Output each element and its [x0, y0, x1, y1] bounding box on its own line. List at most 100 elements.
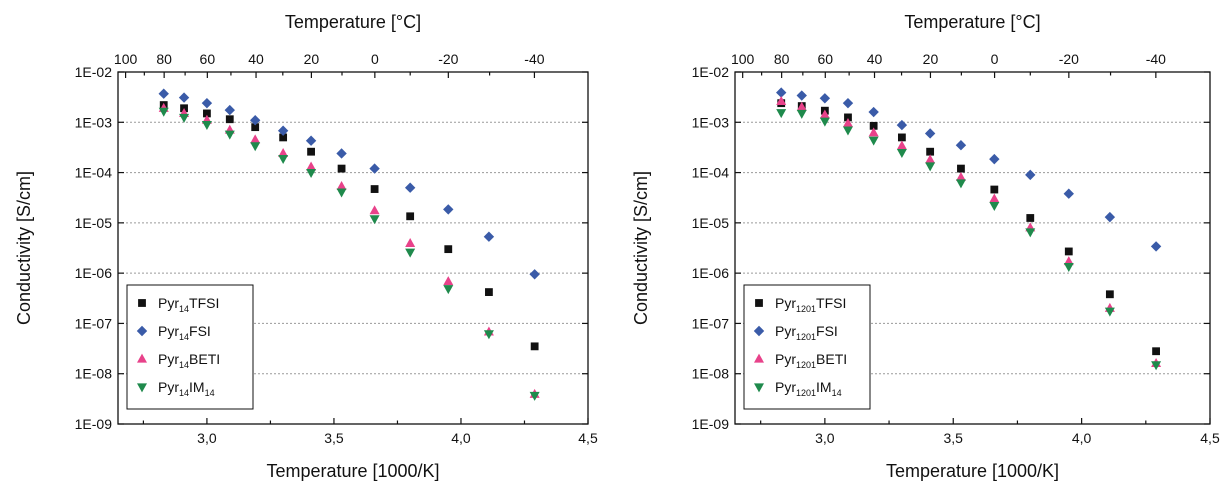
- data-point: [203, 109, 211, 118]
- y-axis-title: Conductivity [S/cm]: [631, 171, 651, 325]
- x2-tick-label: 100: [731, 51, 755, 67]
- x2-tick-label: 80: [774, 51, 790, 67]
- x2-tick-label: 80: [156, 51, 172, 67]
- x2-tick-label: 40: [248, 51, 264, 67]
- y-tick-label: 1E-03: [692, 114, 730, 130]
- data-point: [369, 205, 380, 215]
- data-point: [1064, 247, 1073, 256]
- data-point: [369, 215, 380, 225]
- legend: Pyr1201TFSI Pyr1201FSI Pyr1201BETI Pyr1201I…: [743, 284, 871, 410]
- data-point: [404, 182, 416, 193]
- data-point: [842, 97, 854, 109]
- x-axis-title: Temperature [1000/K]: [886, 461, 1059, 481]
- data-point: [225, 115, 234, 124]
- y-tick-label: 1E-02: [75, 64, 113, 80]
- legend-marker: [138, 299, 146, 307]
- data-point: [529, 269, 540, 280]
- legend-box: [743, 284, 871, 410]
- data-point: [896, 140, 907, 150]
- x2-tick-label: 40: [867, 51, 883, 67]
- data-point: [955, 172, 966, 182]
- x-tick-label: 4,0: [451, 430, 471, 446]
- data-point: [776, 109, 787, 119]
- y-tick-label: 1E-08: [692, 366, 730, 382]
- legend-label: Pyr14TFSI: [158, 295, 219, 314]
- y-tick-label: 1E-04: [75, 165, 113, 181]
- data-point: [819, 117, 830, 127]
- legend-marker: [753, 325, 765, 337]
- data-point: [279, 133, 288, 142]
- data-point: [277, 125, 289, 136]
- y-tick-label: 1E-06: [692, 265, 730, 281]
- data-point: [1063, 256, 1074, 266]
- data-point: [249, 115, 261, 126]
- legend-label: Pyr1201IM14: [775, 379, 842, 398]
- data-point: [336, 188, 347, 198]
- data-point: [251, 123, 260, 132]
- x-tick-label: 4,0: [1072, 430, 1092, 446]
- x-tick-label: 3,5: [324, 430, 344, 446]
- chart-panel-1: 1E-09 1E-08 1E-07 1E-06 1E-05 1E-04 1E-03 1E-02…: [14, 12, 598, 481]
- data-point: [443, 276, 454, 286]
- data-point: [955, 179, 966, 189]
- data-point: [989, 153, 1000, 165]
- legend-box: [126, 284, 254, 410]
- x-tick-label: 4,5: [1200, 430, 1220, 446]
- data-point: [819, 93, 831, 104]
- legend-marker: [755, 299, 763, 307]
- data-point: [443, 285, 454, 295]
- data-point: [989, 193, 1000, 203]
- legend-marker: [137, 383, 147, 393]
- data-point: [201, 120, 212, 130]
- y-tick-label: 1E-09: [692, 416, 730, 432]
- x2-tick-label: -20: [1059, 51, 1079, 67]
- y-tick-label: 1E-07: [692, 315, 730, 331]
- legend-label: Pyr14IM14: [158, 379, 215, 398]
- data-point: [405, 238, 416, 248]
- legend-label: Pyr1201TFSI: [775, 295, 846, 314]
- data-point: [250, 142, 261, 152]
- data-point: [868, 106, 879, 118]
- x-tick-label: 3,0: [815, 430, 835, 446]
- data-point: [444, 245, 453, 254]
- y-tick-label: 1E-09: [75, 416, 113, 432]
- x2-tick-label: 20: [304, 51, 320, 67]
- x2-tick-label: 0: [991, 51, 999, 67]
- y-tick-label: 1E-06: [75, 265, 113, 281]
- data-point: [925, 162, 936, 172]
- data-point: [1104, 211, 1116, 223]
- x2-axis-title: Temperature [°C]: [285, 12, 421, 32]
- x2-tick-label: -20: [438, 51, 458, 67]
- data-point: [926, 147, 935, 156]
- data-point: [405, 248, 416, 258]
- x2-tick-label: -40: [524, 51, 544, 67]
- data-point: [158, 88, 169, 99]
- data-point: [869, 121, 878, 130]
- data-point: [796, 109, 807, 119]
- legend-marker: [754, 353, 764, 363]
- data-point: [483, 330, 494, 340]
- data-point: [201, 97, 213, 109]
- data-point: [158, 107, 169, 117]
- data-point: [250, 134, 261, 144]
- data-point: [896, 148, 907, 158]
- legend-label: Pyr14BETI: [158, 351, 220, 370]
- data-point: [178, 92, 190, 103]
- series-Pyr1201BETI: [776, 96, 1162, 368]
- data-point: [776, 96, 787, 106]
- data-point: [1063, 188, 1074, 199]
- data-point: [796, 101, 807, 111]
- x2-tick-label: 0: [371, 51, 379, 67]
- x-tick-label: 3,5: [944, 430, 964, 446]
- series-Pyr14IM14: [158, 107, 540, 401]
- data-point: [278, 148, 289, 158]
- y-tick-label: 1E-05: [75, 215, 113, 231]
- data-point: [925, 154, 936, 164]
- chart-panel-2: 1E-09 1E-08 1E-07 1E-06 1E-05 1E-04 1E-03 1E-02…: [631, 12, 1220, 481]
- data-point: [406, 212, 415, 221]
- x-tick-label: 4,5: [578, 430, 598, 446]
- data-point: [868, 127, 879, 137]
- data-point: [842, 126, 853, 136]
- data-point: [957, 164, 965, 173]
- x2-tick-label: 100: [114, 51, 138, 67]
